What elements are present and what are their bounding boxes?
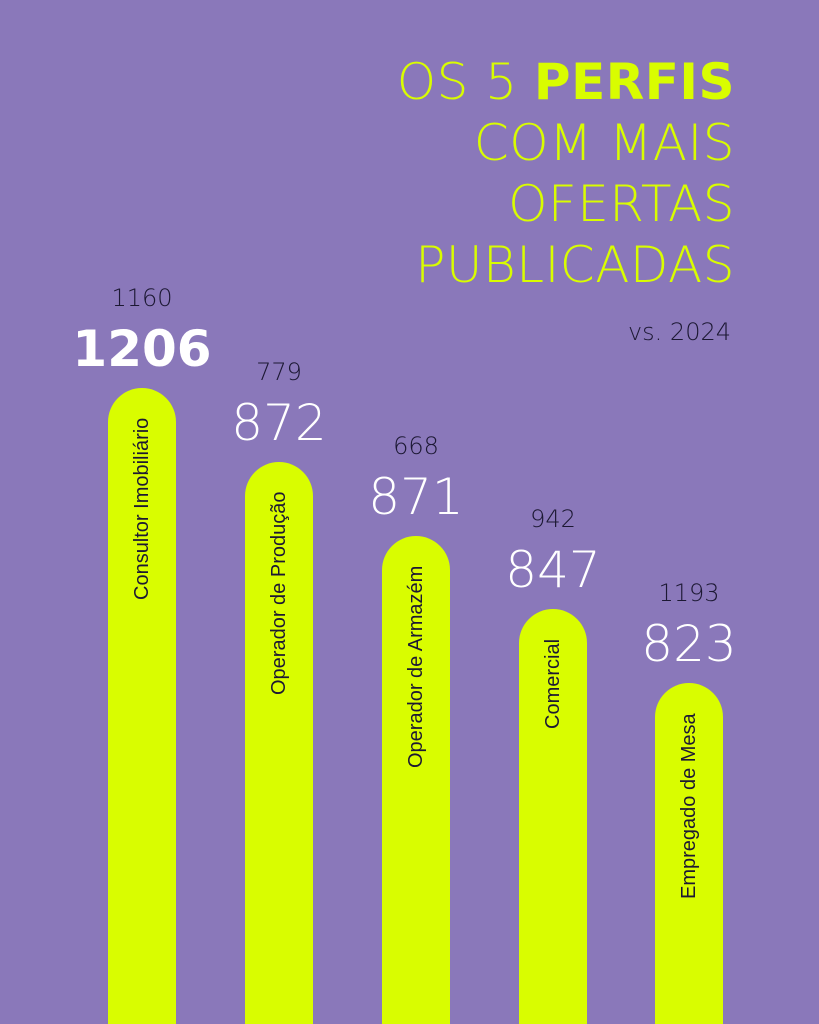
category-label: Empregado de Mesa (678, 713, 700, 899)
current-value-label: 847 (505, 541, 601, 600)
title-line-2: COM MAIS (473, 114, 735, 172)
bar-4: Comercial (519, 609, 587, 1024)
bar-1: Consultor Imobiliário (108, 388, 176, 1024)
title-part-1: OS 5 (396, 53, 534, 111)
title-line-3: OFERTAS (508, 175, 735, 233)
current-value-label: 872 (231, 393, 327, 452)
title-line-4: PUBLICADAS (415, 236, 735, 294)
previous-value-label: 1160 (111, 284, 173, 312)
previous-value-label: 942 (530, 505, 576, 534)
chart-title: OS 5 PERFIS COM MAIS OFERTAS PUBLICADAS (397, 52, 735, 296)
current-value-label: 1206 (72, 320, 212, 378)
chart-subtitle: vs. 2024 (627, 318, 731, 346)
bar-3: Operador de Armazém (382, 535, 450, 1024)
bar-2: Operador de Produção (245, 461, 313, 1024)
current-value-label: 871 (368, 467, 464, 526)
category-label: Operador de Produção (268, 491, 290, 696)
title-bold-word: PERFIS (533, 53, 735, 111)
current-value-label: 823 (641, 615, 737, 673)
category-label: Comercial (542, 639, 564, 730)
previous-value-label: 779 (256, 357, 302, 386)
category-label: Consultor Imobiliário (131, 418, 153, 601)
bar-5: Empregado de Mesa (655, 683, 723, 1024)
previous-value-label: 668 (393, 431, 439, 460)
category-label: Operador de Armazém (405, 565, 427, 768)
title-line-1: OS 5 PERFIS (397, 52, 735, 113)
previous-value-label: 1193 (658, 579, 720, 607)
